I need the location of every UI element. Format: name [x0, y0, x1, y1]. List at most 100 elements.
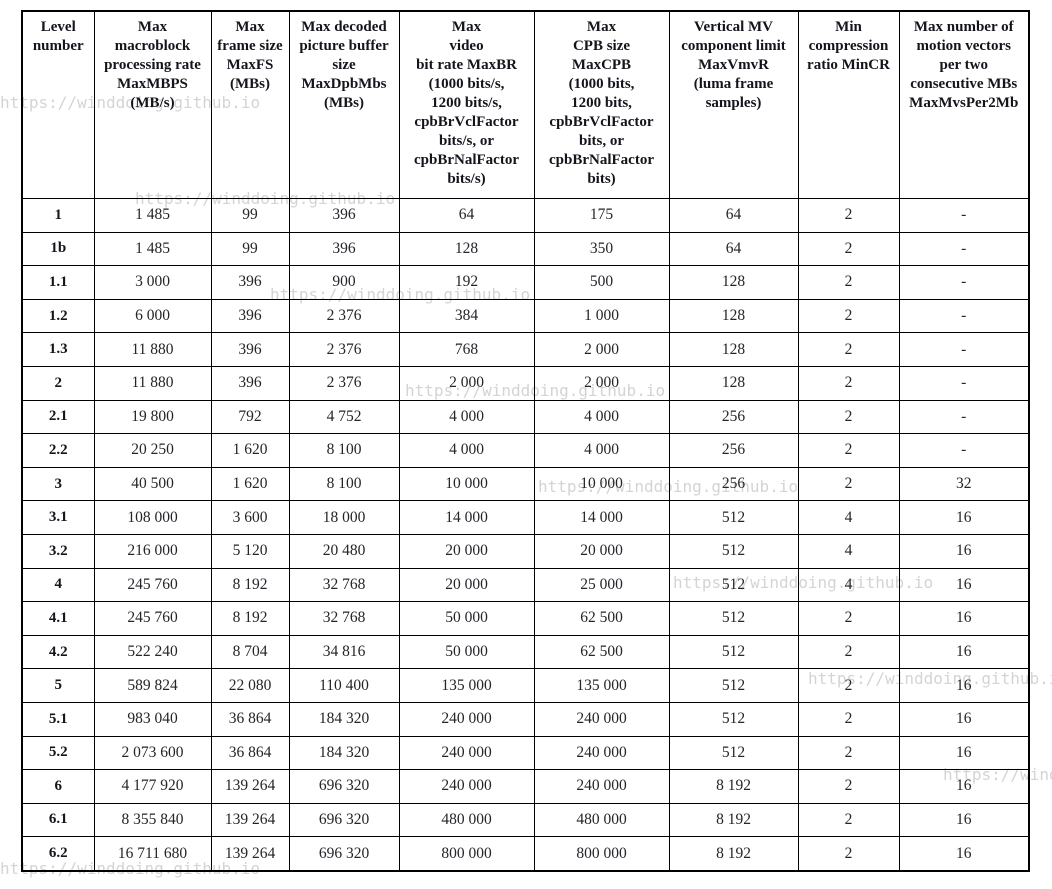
table-row: 5.2 2 073 600 36 864 184 320 240 000 240 000 5…: [21, 735, 1030, 771]
value-cell: 110 400: [288, 668, 400, 703]
value-cell: 32 768: [288, 567, 400, 603]
value-cell: 512: [668, 533, 799, 569]
value-cell: 16: [898, 836, 1030, 872]
value-cell: 128: [668, 265, 799, 300]
level-cell: 5: [21, 668, 95, 703]
value-cell: 18 000: [288, 500, 400, 535]
value-cell: 14 000: [398, 500, 535, 535]
level-cell: 1: [21, 198, 95, 233]
value-cell: 175: [533, 198, 670, 233]
value-cell: -: [898, 399, 1030, 435]
value-cell: 8 192: [210, 567, 290, 603]
table-row: 2.2 20 250 1 620 8 100 4 000 4 000 256 2-: [21, 433, 1030, 468]
level-cell: 1b: [21, 231, 95, 267]
table-row: 1.3 11 880 396 2 376 768 2 000 128 2-: [21, 332, 1030, 367]
table-row: 3 40 500 1 620 8 100 10 000 10 000 256 2 32: [21, 466, 1030, 502]
value-cell: -: [898, 265, 1030, 300]
value-cell: 2: [797, 668, 900, 703]
header-row: Level number Max macroblock processing ra…: [21, 10, 1030, 199]
value-cell: 240 000: [398, 701, 535, 737]
table-row: 6.2 16 711 680 139 264 696 320 800 000 800 00…: [21, 836, 1030, 872]
value-cell: 1 485: [93, 198, 212, 233]
value-cell: 16: [898, 634, 1030, 670]
value-cell: -: [898, 433, 1030, 468]
value-cell: 396: [210, 265, 290, 300]
value-cell: 216 000: [93, 533, 212, 569]
level-cell: 1.1: [21, 265, 95, 300]
value-cell: 139 264: [210, 836, 290, 872]
value-cell: 16: [898, 802, 1030, 838]
value-cell: 512: [668, 500, 799, 535]
value-cell: 16: [898, 701, 1030, 737]
value-cell: 8 100: [288, 466, 400, 502]
value-cell: 512: [668, 701, 799, 737]
table-row: 3.2 216 000 5 120 20 480 20 000 20 000 512 4 16: [21, 533, 1030, 569]
column-header-7: Min compression ratio MinCR: [797, 10, 900, 199]
value-cell: 2: [797, 601, 900, 636]
value-cell: 2: [797, 735, 900, 771]
table-row: 3.1 108 000 3 600 18 000 14 000 14 000 512 4 16: [21, 500, 1030, 535]
value-cell: 2 000: [533, 332, 670, 367]
column-header-5: Max CPB size MaxCPB (1000 bits, 1200 bit…: [533, 10, 670, 199]
value-cell: 800 000: [533, 836, 670, 872]
value-cell: 2 000: [533, 365, 670, 401]
value-cell: 396: [210, 332, 290, 367]
value-cell: 62 500: [533, 601, 670, 636]
value-cell: 396: [210, 365, 290, 401]
value-cell: 245 760: [93, 567, 212, 603]
table-row: 4.2 522 240 8 704 34 816 50 000 62 500 512 2 16: [21, 634, 1030, 670]
value-cell: 14 000: [533, 500, 670, 535]
level-cell: 3.2: [21, 533, 95, 569]
value-cell: 350: [533, 231, 670, 267]
level-cell: 4: [21, 567, 95, 603]
value-cell: 36 864: [210, 735, 290, 771]
value-cell: 512: [668, 668, 799, 703]
value-cell: 240 000: [533, 769, 670, 804]
value-cell: 22 080: [210, 668, 290, 703]
level-cell: 2.2: [21, 433, 95, 468]
table-row: 2.1 19 800 792 4 752 4 000 4 000 256 2-: [21, 399, 1030, 435]
value-cell: 384: [398, 298, 535, 334]
level-cell: 4.1: [21, 601, 95, 636]
value-cell: 8 192: [210, 601, 290, 636]
value-cell: 792: [210, 399, 290, 435]
value-cell: 108 000: [93, 500, 212, 535]
table-row: 5.1 983 040 36 864 184 320 240 000 240 000 512…: [21, 701, 1030, 737]
value-cell: 4 000: [533, 433, 670, 468]
value-cell: 32: [898, 466, 1030, 502]
value-cell: 32 768: [288, 601, 400, 636]
value-cell: 256: [668, 466, 799, 502]
value-cell: 62 500: [533, 634, 670, 670]
value-cell: 1 620: [210, 433, 290, 468]
value-cell: 2: [797, 198, 900, 233]
value-cell: 1 620: [210, 466, 290, 502]
value-cell: 396: [288, 198, 400, 233]
table-row: 1b 1 485 99 396 128 350 64 2-: [21, 231, 1030, 267]
value-cell: 135 000: [398, 668, 535, 703]
value-cell: 139 264: [210, 769, 290, 804]
value-cell: 983 040: [93, 701, 212, 737]
level-cell: 6: [21, 769, 95, 804]
value-cell: 128: [398, 231, 535, 267]
value-cell: 512: [668, 634, 799, 670]
value-cell: 128: [668, 365, 799, 401]
value-cell: 184 320: [288, 701, 400, 737]
table-row: 4.1 245 760 8 192 32 768 50 000 62 500 512 2 16: [21, 601, 1030, 636]
value-cell: -: [898, 365, 1030, 401]
value-cell: 1 485: [93, 231, 212, 267]
value-cell: 139 264: [210, 802, 290, 838]
value-cell: 2 376: [288, 365, 400, 401]
value-cell: 25 000: [533, 567, 670, 603]
table-row: 4 245 760 8 192 32 768 20 000 25 000 512 4 16: [21, 567, 1030, 603]
value-cell: 20 000: [398, 567, 535, 603]
column-header-2: Max frame size MaxFS (MBs): [210, 10, 290, 199]
value-cell: 64: [668, 198, 799, 233]
value-cell: 522 240: [93, 634, 212, 670]
value-cell: 396: [288, 231, 400, 267]
value-cell: 2 376: [288, 298, 400, 334]
value-cell: -: [898, 231, 1030, 267]
value-cell: 2: [797, 701, 900, 737]
value-cell: 4 000: [398, 399, 535, 435]
